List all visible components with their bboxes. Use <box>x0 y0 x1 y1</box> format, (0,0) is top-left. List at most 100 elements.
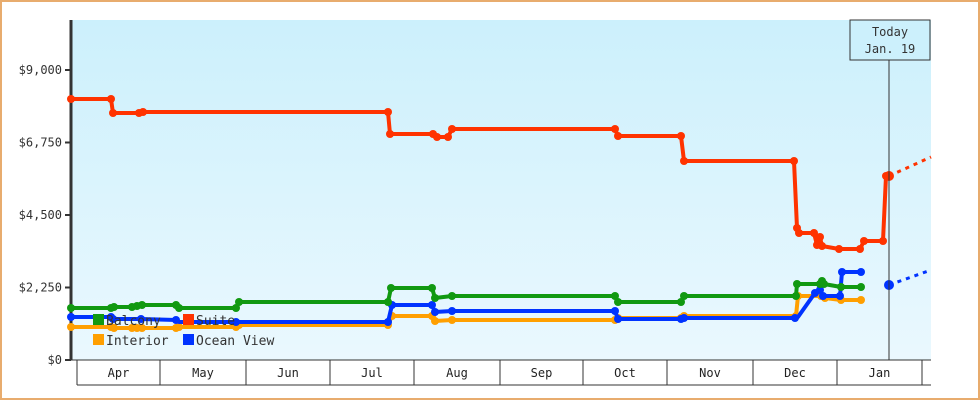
data-point[interactable] <box>838 268 846 276</box>
data-point[interactable] <box>611 307 619 315</box>
data-point[interactable] <box>791 314 799 322</box>
data-point[interactable] <box>384 318 392 326</box>
legend-swatch <box>93 314 104 325</box>
data-point[interactable] <box>819 292 827 300</box>
data-point[interactable] <box>431 317 439 325</box>
data-point[interactable] <box>792 292 800 300</box>
x-tick-label: Apr <box>108 366 130 380</box>
data-point[interactable] <box>431 294 439 302</box>
data-point[interactable] <box>138 324 146 332</box>
data-point[interactable] <box>384 298 392 306</box>
data-point[interactable] <box>428 284 436 292</box>
data-point[interactable] <box>384 108 392 116</box>
data-point[interactable] <box>448 292 456 300</box>
data-point[interactable] <box>107 95 115 103</box>
data-point[interactable] <box>110 303 118 311</box>
legend: Balcony Suite Interior Ocean View <box>93 314 274 349</box>
legend-item-interior[interactable]: Interior <box>93 334 169 349</box>
data-point[interactable] <box>835 245 843 253</box>
y-tick-label: $4,500 <box>19 208 62 222</box>
data-point[interactable] <box>139 108 147 116</box>
data-point[interactable] <box>680 314 688 322</box>
x-tick-label: Jun <box>277 366 299 380</box>
y-tick-label: $9,000 <box>19 63 62 77</box>
x-tick-label: Jul <box>361 366 383 380</box>
data-point[interactable] <box>795 229 803 237</box>
legend-label: Interior <box>106 334 169 349</box>
today-box <box>849 19 931 61</box>
data-point[interactable] <box>67 323 75 331</box>
data-point[interactable] <box>448 125 456 133</box>
data-point[interactable] <box>67 313 75 321</box>
x-tick-label: Sep <box>531 366 553 380</box>
data-point[interactable] <box>818 242 826 250</box>
data-point[interactable] <box>790 157 798 165</box>
data-point[interactable] <box>109 109 117 117</box>
y-axis: $0 $2,250 $4,500 $6,750 $9,000 <box>19 20 73 367</box>
x-axis: Apr May Jun Jul Aug Sep Oct Nov Dec Jan <box>71 359 931 386</box>
data-point[interactable] <box>67 304 75 312</box>
data-point[interactable] <box>175 304 183 312</box>
data-point[interactable] <box>816 286 824 294</box>
data-point[interactable] <box>137 315 145 323</box>
data-point[interactable] <box>138 301 146 309</box>
legend-item-suite[interactable]: Suite <box>183 314 235 329</box>
data-point[interactable] <box>857 268 865 276</box>
series-ocean-view <box>67 268 932 326</box>
legend-swatch <box>183 334 194 345</box>
legend-swatch <box>93 334 104 345</box>
legend-label: Ocean View <box>196 334 274 349</box>
data-point[interactable] <box>232 318 240 326</box>
data-point[interactable] <box>428 301 436 309</box>
series-balcony <box>67 277 865 312</box>
data-point[interactable] <box>611 292 619 300</box>
legend-item-balcony[interactable]: Balcony <box>93 314 161 329</box>
data-point[interactable] <box>386 130 394 138</box>
data-point[interactable] <box>235 298 243 306</box>
data-point[interactable] <box>680 292 688 300</box>
data-point[interactable] <box>879 237 887 245</box>
data-point[interactable] <box>677 132 685 140</box>
x-tick-label: Dec <box>784 366 806 380</box>
data-point[interactable] <box>614 298 622 306</box>
x-tick-label: Nov <box>699 366 721 380</box>
series-layer <box>67 95 932 332</box>
data-point[interactable] <box>232 304 240 312</box>
x-tick-label: May <box>192 366 214 380</box>
data-point[interactable] <box>820 280 828 288</box>
data-point[interactable] <box>836 292 844 300</box>
data-point[interactable] <box>614 132 622 140</box>
data-point[interactable] <box>448 307 456 315</box>
data-point[interactable] <box>860 237 868 245</box>
data-point[interactable] <box>444 133 452 141</box>
today-label: Today <box>872 25 908 39</box>
data-point[interactable] <box>433 133 441 141</box>
projection-line <box>888 268 932 287</box>
data-point[interactable] <box>387 284 395 292</box>
data-point[interactable] <box>110 324 118 332</box>
data-point[interactable] <box>810 229 818 237</box>
data-point[interactable] <box>680 157 688 165</box>
projection-line <box>888 155 932 178</box>
data-point[interactable] <box>677 298 685 306</box>
data-point[interactable] <box>856 245 864 253</box>
data-point[interactable] <box>175 323 183 331</box>
series-suite <box>67 95 932 253</box>
data-point[interactable] <box>793 280 801 288</box>
x-tick-label: Aug <box>446 366 468 380</box>
data-point[interactable] <box>816 233 824 241</box>
y-tick-label: $2,250 <box>19 281 62 295</box>
data-point[interactable] <box>837 283 845 291</box>
legend-label: Balcony <box>106 314 161 329</box>
legend-item-ocean-view[interactable]: Ocean View <box>183 334 274 349</box>
data-point[interactable] <box>448 316 456 324</box>
data-point[interactable] <box>431 308 439 316</box>
data-point[interactable] <box>857 283 865 291</box>
data-point[interactable] <box>614 315 622 323</box>
data-point[interactable] <box>67 95 75 103</box>
data-point[interactable] <box>109 315 117 323</box>
today-date: Jan. 19 <box>865 42 916 56</box>
data-point[interactable] <box>857 296 865 304</box>
data-point[interactable] <box>611 125 619 133</box>
data-point[interactable] <box>172 316 180 324</box>
